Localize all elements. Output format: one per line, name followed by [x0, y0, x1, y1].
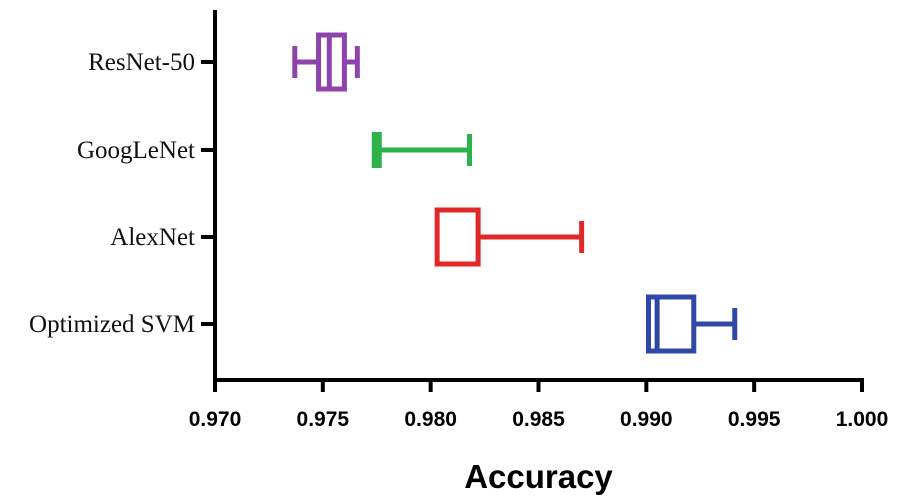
y-ticks: ResNet-50 GoogLeNet AlexNet Optimized SVM — [29, 49, 215, 338]
box-plots — [292, 32, 738, 354]
x-tick-label: 1.000 — [836, 408, 889, 431]
y-category-label: GoogLeNet — [77, 137, 195, 164]
box-iqr — [371, 132, 382, 168]
box-plot-alexnet — [434, 207, 585, 267]
x-tick-label: 0.975 — [297, 408, 350, 431]
box-plot-googlenet — [371, 132, 472, 168]
x-tick-label: 0.980 — [404, 408, 457, 431]
x-ticks: 0.970 0.975 0.980 0.985 0.990 0.995 1.000 — [189, 380, 889, 431]
x-tick-label: 0.985 — [512, 408, 565, 431]
y-category-label: ResNet-50 — [88, 49, 195, 76]
x-tick-label: 0.990 — [620, 408, 673, 431]
box-plot-resnet-50 — [292, 32, 360, 92]
axes — [213, 10, 864, 382]
x-tick-label: 0.970 — [189, 408, 242, 431]
y-category-label: Optimized SVM — [29, 311, 195, 338]
box-iqr — [434, 207, 481, 267]
box-plot-optimized-svm — [645, 294, 738, 354]
x-axis-title: Accuracy — [464, 458, 613, 495]
x-tick-label: 0.995 — [728, 408, 781, 431]
y-category-label: AlexNet — [110, 224, 195, 251]
